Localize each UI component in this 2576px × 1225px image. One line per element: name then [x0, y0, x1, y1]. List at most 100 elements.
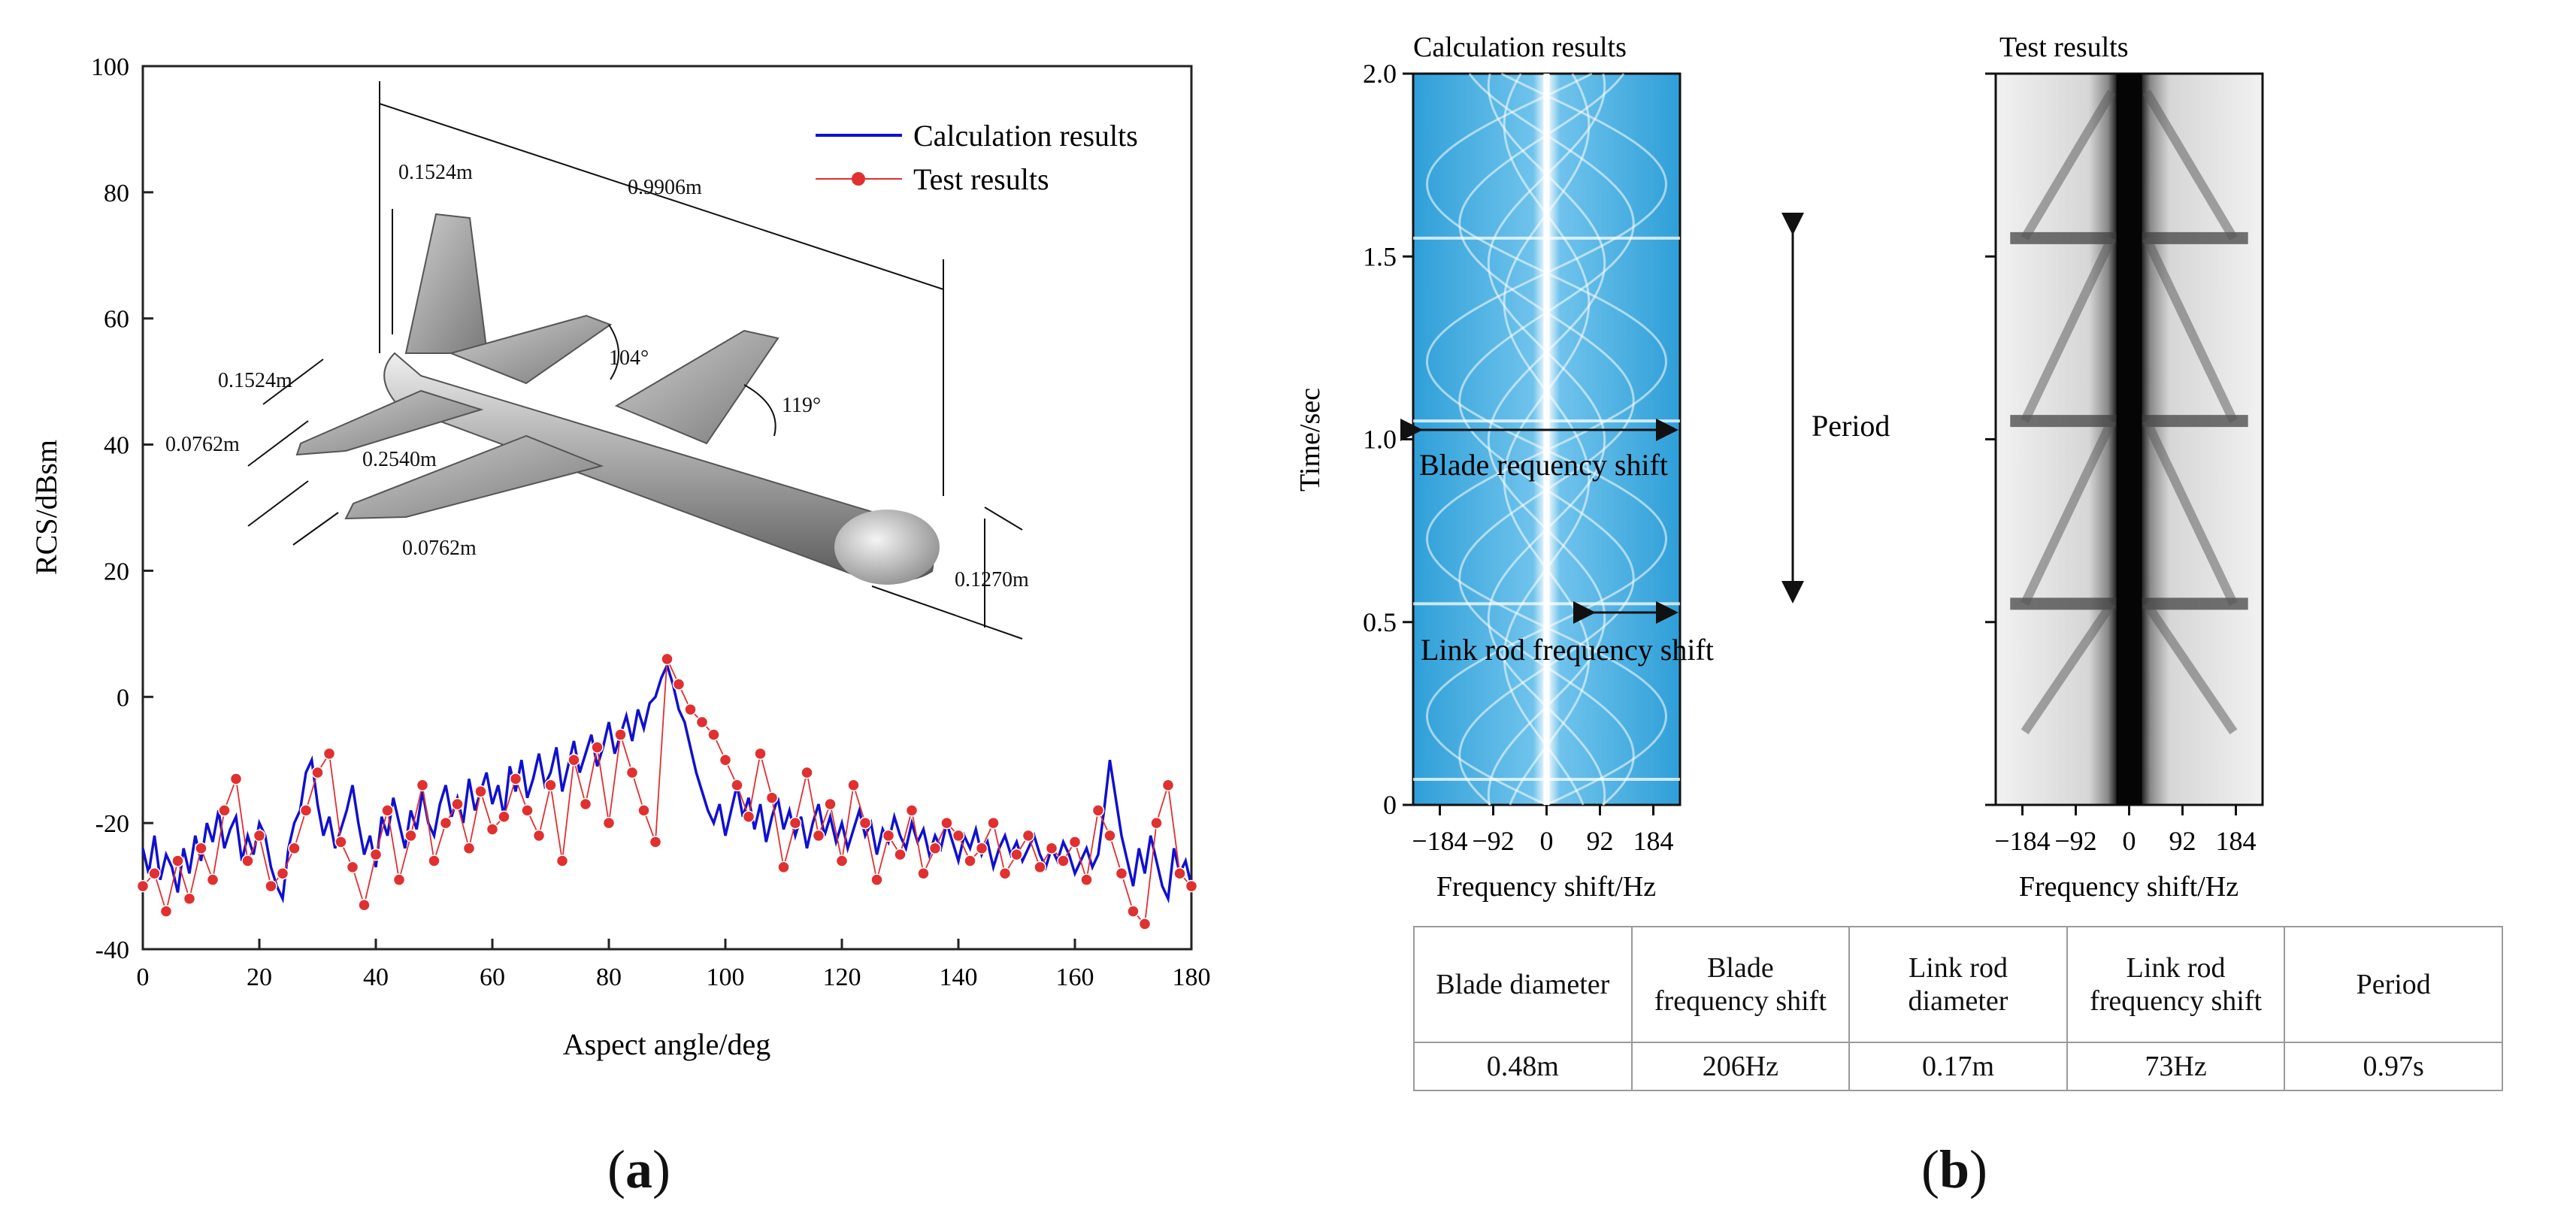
test-point: [486, 823, 499, 836]
test-point: [334, 836, 347, 848]
dimension-label: 0.1524m: [398, 161, 473, 184]
y-tick-label: -40: [95, 936, 129, 964]
rcs-chart: 0 20 40 60 80 100 120 140 160 180 -40 -20 0 20 40 60 80 1…: [29, 53, 1211, 1061]
test-point: [928, 842, 942, 854]
x-tick-label: 40: [363, 963, 389, 991]
header-link-rod-diameter: Link rod diameter: [1848, 926, 2068, 1043]
test-point: [288, 842, 301, 854]
x-axis-label: Aspect angle/deg: [563, 1027, 771, 1061]
test-line: [142, 658, 1192, 926]
test-point: [544, 779, 557, 792]
y-axis-label: RCS/dBsm: [29, 440, 63, 575]
test-point: [1103, 829, 1116, 842]
test-point: [369, 848, 383, 861]
test-point: [509, 773, 522, 785]
test-point: [858, 816, 872, 830]
y-tick-label: 80: [104, 180, 129, 207]
calc-x-label: Frequency shift/Hz: [1436, 871, 1656, 903]
test-point: [765, 791, 779, 804]
test-point: [555, 854, 569, 867]
test-point: [521, 804, 534, 817]
x-tick-label: 100: [707, 963, 745, 991]
test-point: [801, 766, 813, 779]
test-point: [742, 810, 755, 823]
test-point: [148, 867, 161, 880]
test-point: [975, 842, 988, 854]
test-point: [451, 797, 464, 811]
header-period: Period: [2284, 926, 2503, 1043]
table-header-row: Blade diameter Blade frequency shift Link…: [1413, 926, 2503, 1043]
test-point: [1022, 829, 1035, 842]
test-spectrogram-pattern: [2010, 74, 2248, 805]
test-point: [1161, 779, 1175, 792]
test-point: [1150, 816, 1163, 830]
test-point: [905, 804, 919, 817]
test-point: [276, 867, 289, 880]
panel-label-a: (a): [607, 1139, 670, 1199]
header-blade-frequency-shift: Blade frequency shift: [1630, 926, 1851, 1043]
x-tick-label: 180: [1173, 963, 1211, 991]
x-tick-label: 140: [940, 963, 978, 991]
dimension-labels: 0.1524m 0.9906m 104° 119° 0.1524m 0.0762m 0.25…: [165, 161, 1029, 591]
x-tick-label: 120: [823, 963, 861, 991]
test-point: [591, 741, 604, 754]
legend-calc-label: Calculation results: [913, 119, 1138, 153]
dimension-label: 0.0762m: [165, 433, 240, 456]
value-link-rod-frequency-shift: 73Hz: [2066, 1042, 2286, 1091]
dimension-label: 0.2540m: [362, 448, 437, 471]
test-point: [218, 804, 231, 817]
y-tick-label: 40: [104, 432, 129, 460]
test-point: [847, 779, 860, 792]
y-tick-label: 0: [117, 684, 129, 712]
y-tick-label: 100: [91, 53, 129, 81]
test-point: [404, 829, 417, 842]
test-point: [707, 728, 720, 741]
x-tick-label: 80: [596, 963, 622, 991]
test-point: [579, 797, 592, 811]
test-point: [649, 836, 662, 848]
calc-y-label: Time/sec: [1294, 388, 1326, 492]
x-tick-label: −92: [2054, 826, 2096, 856]
legend-test-marker: [852, 172, 865, 186]
test-point: [381, 804, 394, 817]
calc-title: Calculation results: [1413, 32, 1627, 63]
test-point: [1045, 842, 1058, 854]
test-point: [695, 715, 709, 729]
calc-line: [141, 661, 1193, 904]
legend: Calculation results Test results: [816, 119, 1138, 196]
x-tick-label: 92: [2169, 826, 2196, 856]
test-point: [917, 867, 930, 880]
test-point: [358, 899, 371, 912]
test-point: [684, 703, 697, 716]
y-tick-label: 0.5: [1363, 607, 1397, 637]
parameter-table: Blade diameter Blade frequency shift Link…: [1413, 926, 2503, 1091]
test-point: [171, 854, 184, 867]
x-tick-label: −184: [1994, 826, 2050, 856]
value-blade-diameter: 0.48m: [1413, 1042, 1633, 1091]
test-point: [253, 829, 266, 842]
x-tick-label: 92: [1587, 826, 1614, 856]
test-point: [719, 753, 732, 767]
test-point: [1115, 867, 1128, 880]
test-point: [789, 816, 802, 830]
test-point: [661, 652, 674, 666]
x-tick-label: −184: [1412, 826, 1467, 856]
table-row: 0.48m 206Hz 0.17m 73Hz 0.97s: [1413, 1042, 2503, 1091]
test-point: [428, 854, 440, 867]
test-point: [568, 753, 580, 767]
test-point: [346, 861, 359, 874]
test-point: [1127, 905, 1140, 918]
test-point: [1010, 848, 1023, 861]
y-tick-label: 60: [104, 306, 129, 334]
test-point: [940, 816, 953, 830]
test-point: [894, 848, 907, 861]
test-point: [1138, 918, 1152, 930]
value-period: 0.97s: [2284, 1042, 2503, 1091]
link-rod-label: Link rod frequency shift: [1421, 633, 1714, 667]
y-tick-label: 0: [1383, 790, 1397, 820]
test-point: [602, 816, 616, 830]
test-point: [1080, 873, 1093, 886]
blade-shift-label: Blade requency shift: [1419, 448, 1668, 482]
test-point: [964, 854, 976, 867]
test-point: [1173, 867, 1186, 880]
